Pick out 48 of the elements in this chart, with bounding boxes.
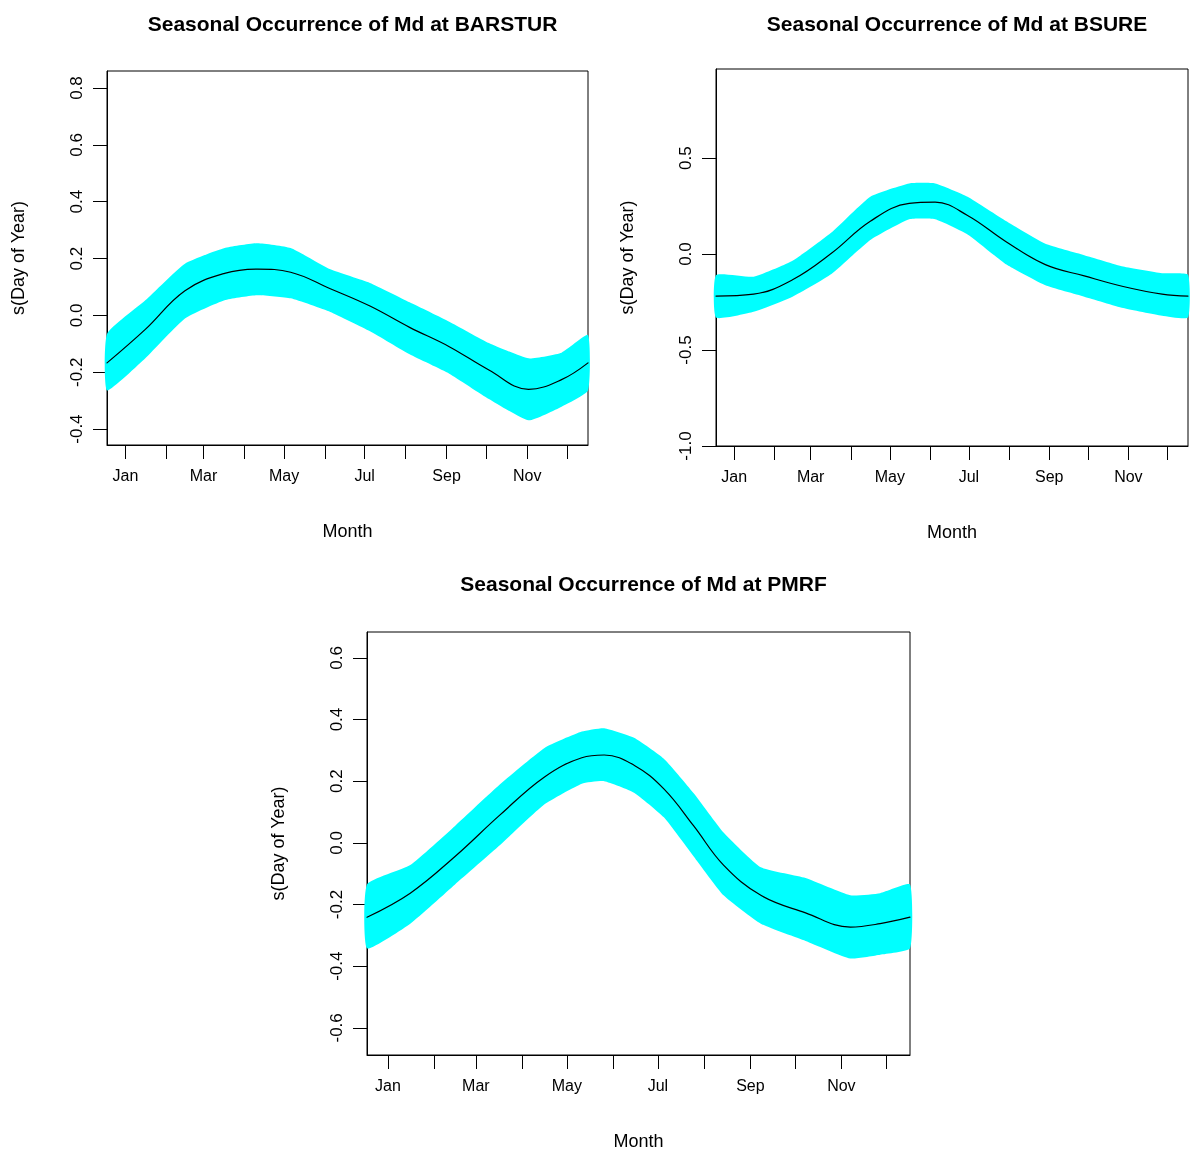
x-tick-label: May (874, 467, 905, 485)
y-tick-label: 0.0 (676, 242, 695, 266)
chart-title: Seasonal Occurrence of Md at BARSTUR (147, 12, 558, 35)
y-tick-label: -0.2 (67, 357, 86, 387)
x-tick-label: Mar (189, 466, 218, 484)
y-tick-label: -1.0 (676, 431, 695, 461)
y-tick-label: 0.5 (676, 146, 695, 170)
x-tick-label: Jul (354, 466, 375, 484)
x-tick-label: Nov (827, 1076, 856, 1094)
y-axis-title: s(Day of Year) (268, 786, 288, 901)
y-axis-title: s(Day of Year) (617, 200, 637, 315)
y-tick-label: 0.6 (67, 133, 86, 157)
x-tick-label: Jan (721, 467, 748, 485)
x-axis-title: Month (926, 522, 978, 542)
y-tick-label: 0.4 (327, 707, 346, 732)
x-tick-label: Jan (374, 1076, 401, 1094)
x-tick-label: Mar (462, 1076, 491, 1094)
line-series (366, 754, 911, 928)
x-tick-label: Sep (736, 1076, 765, 1094)
y-tick-label: 0.8 (67, 76, 86, 100)
line-series (106, 268, 589, 390)
x-tick-label: May (268, 466, 300, 484)
y-tick-label: -0.4 (327, 951, 346, 981)
y-tick-label: -0.5 (676, 335, 695, 365)
x-tick-label: Jul (647, 1076, 669, 1094)
x-axis-title: Month (322, 521, 373, 541)
line-series (715, 201, 1189, 297)
x-tick-label: Nov (512, 466, 542, 484)
y-tick-label: -0.2 (327, 889, 346, 920)
y-axis-title: s(Day of Year) (8, 200, 28, 316)
y-tick-label: -0.6 (327, 1013, 346, 1043)
chart-title: Seasonal Occurrence of Md at PMRF (460, 572, 827, 595)
y-tick-label: 0.6 (327, 646, 346, 670)
x-tick-label: Nov (1114, 467, 1143, 485)
x-tick-label: Jan (112, 466, 139, 484)
x-tick-label: Jul (958, 467, 980, 485)
chart-title: Seasonal Occurrence of Md at BSURE (766, 12, 1148, 35)
y-tick-label: 0.0 (67, 303, 86, 328)
x-tick-label: Sep (1035, 467, 1064, 485)
y-tick-label: 0.4 (67, 189, 86, 214)
x-axis-title: Month (613, 1131, 664, 1151)
x-tick-label: May (551, 1076, 583, 1094)
x-tick-label: Sep (432, 466, 461, 484)
y-tick-label: -0.4 (67, 414, 86, 444)
y-tick-label: 0.0 (327, 831, 346, 855)
x-tick-label: Mar (796, 467, 826, 485)
y-tick-label: 0.2 (67, 246, 86, 271)
y-tick-label: 0.2 (327, 769, 346, 794)
